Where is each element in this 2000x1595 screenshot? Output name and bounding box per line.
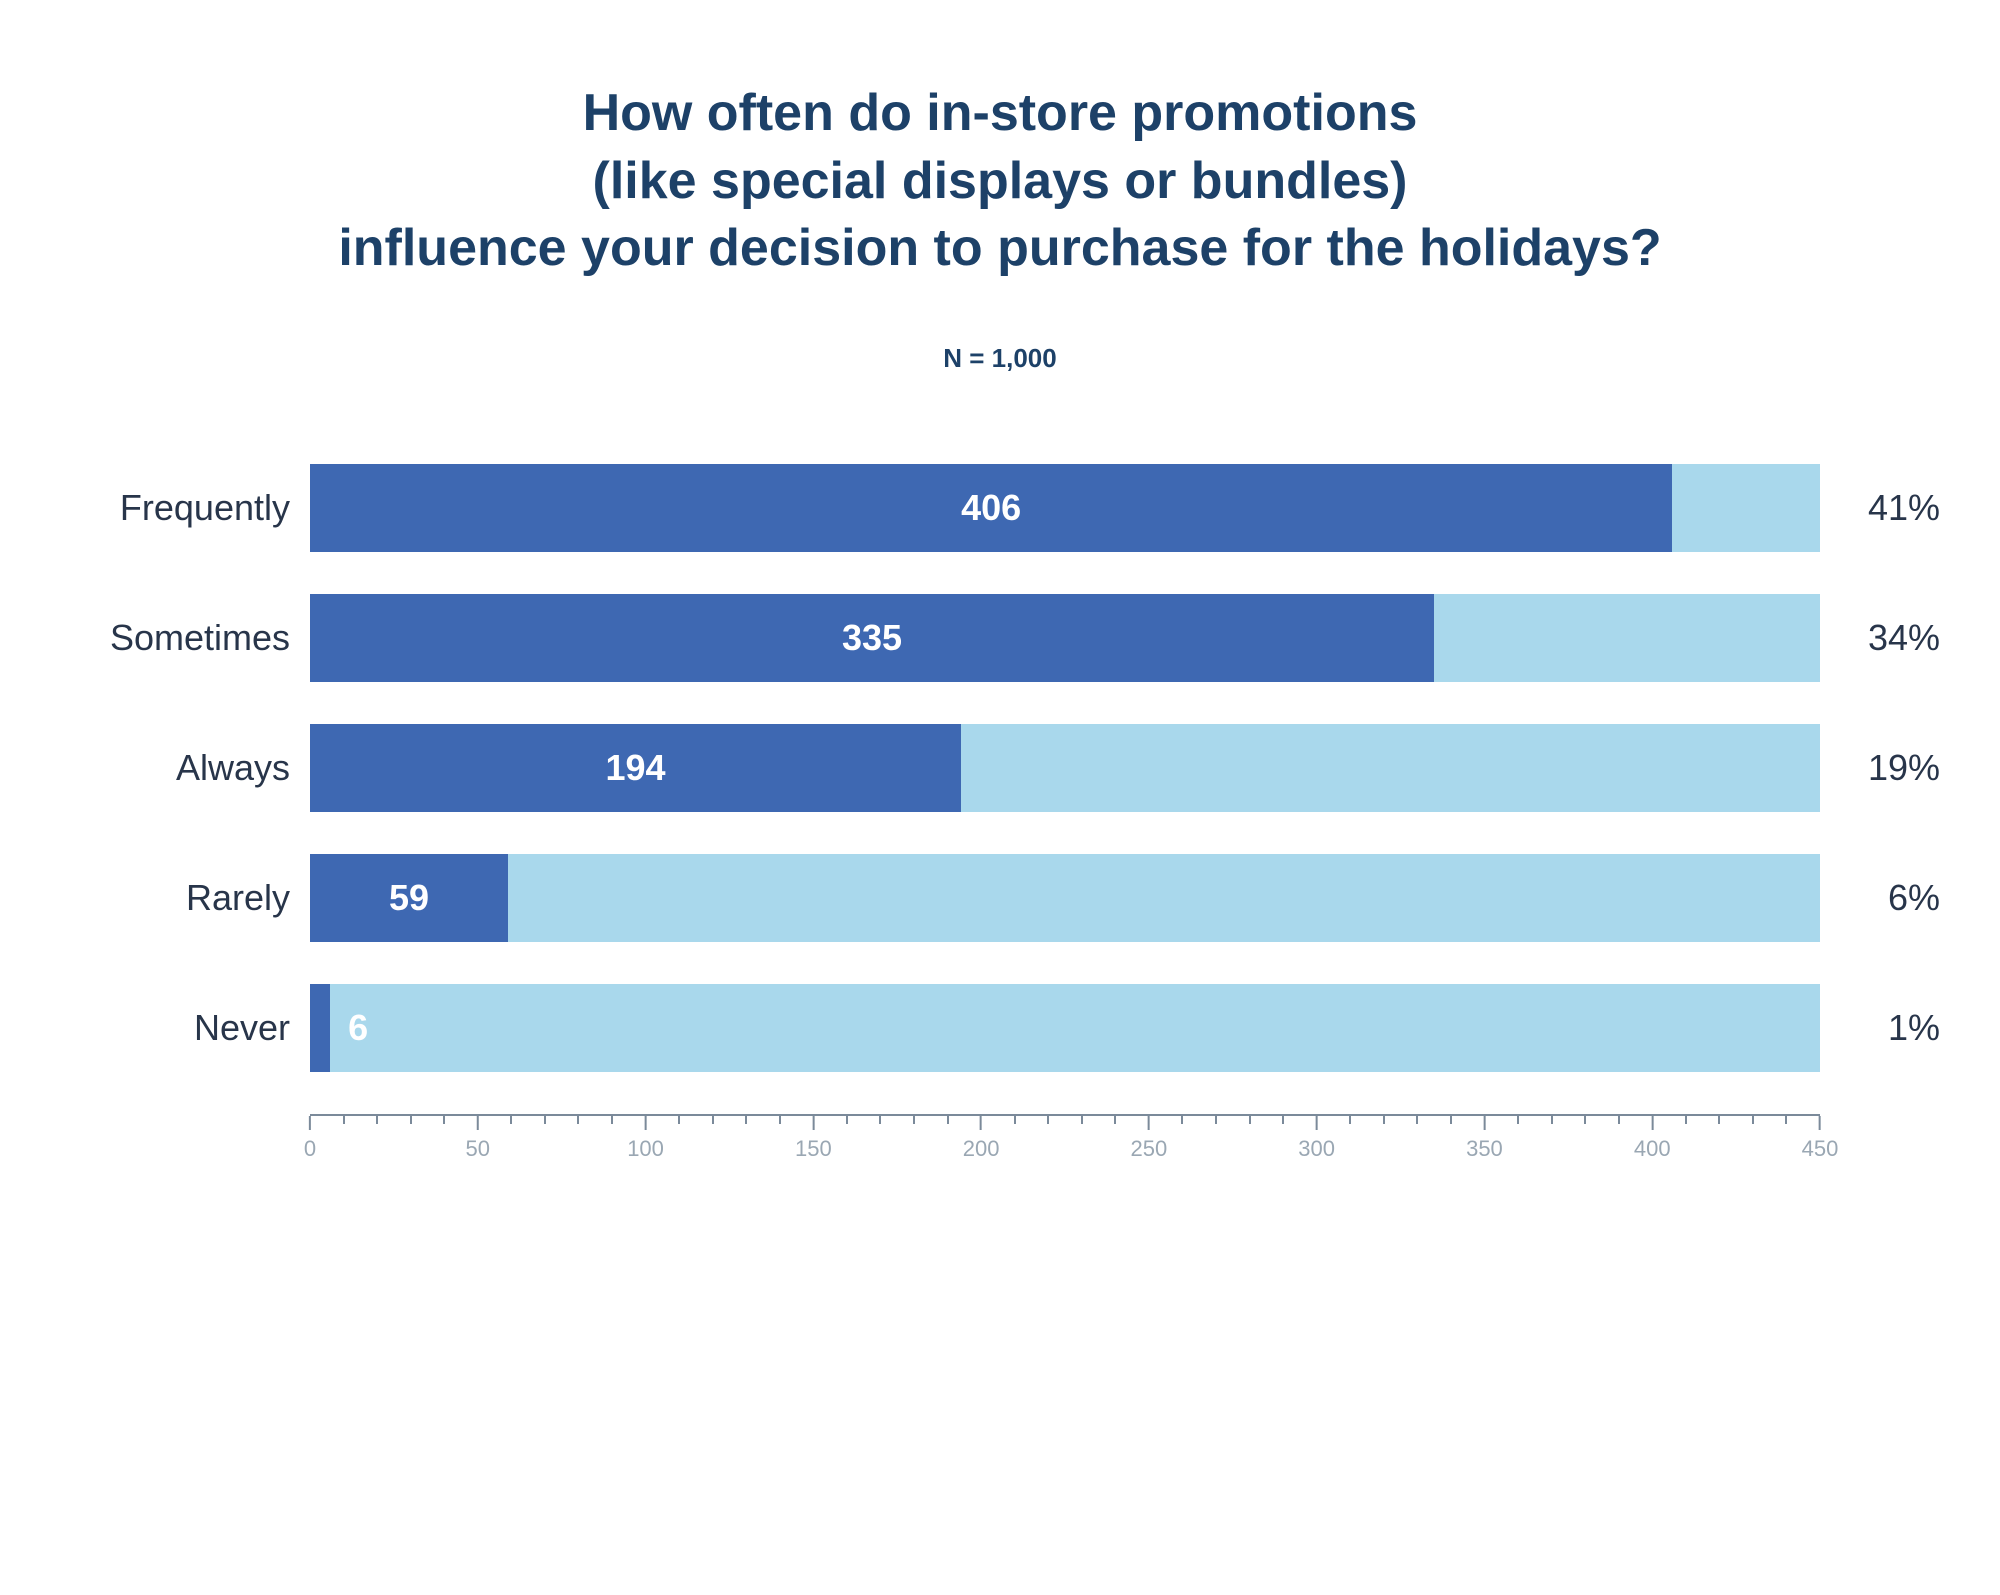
axis-minor-tick <box>712 1116 714 1124</box>
axis-minor-tick <box>1114 1116 1116 1124</box>
category-label: Frequently <box>60 487 290 529</box>
axis-tick-label: 150 <box>795 1136 832 1162</box>
axis-minor-tick <box>745 1116 747 1124</box>
axis-tick-label: 350 <box>1466 1136 1503 1162</box>
axis-tick: 300 <box>1298 1116 1335 1162</box>
axis-minor-tick <box>410 1116 412 1124</box>
axis-tick-label: 200 <box>963 1136 1000 1162</box>
bar-row: Sometimes33534% <box>310 594 1820 682</box>
axis-minor-tick <box>1517 1116 1519 1124</box>
bar-value-label: 59 <box>389 877 429 919</box>
axis-minor-tick <box>947 1116 949 1124</box>
axis-tick: 250 <box>1131 1116 1168 1162</box>
axis-minor-tick <box>510 1116 512 1124</box>
bar-track: 59 <box>310 854 1820 942</box>
axis-minor-tick <box>1685 1116 1687 1124</box>
axis-minor-tick <box>879 1116 881 1124</box>
axis-minor-tick <box>443 1116 445 1124</box>
axis-minor-tick <box>1014 1116 1016 1124</box>
axis-tick: 350 <box>1466 1116 1503 1162</box>
bar-fill <box>310 984 330 1072</box>
axis-minor-tick <box>779 1116 781 1124</box>
axis-minor-tick <box>1618 1116 1620 1124</box>
axis-minor-tick <box>1383 1116 1385 1124</box>
axis-minor-tick <box>1282 1116 1284 1124</box>
axis-tick: 0 <box>304 1116 316 1162</box>
percent-label: 41% <box>1840 487 1940 529</box>
bar-row: Always19419% <box>310 724 1820 812</box>
bar-track: 194 <box>310 724 1820 812</box>
axis-minor-tick <box>678 1116 680 1124</box>
percent-label: 6% <box>1840 877 1940 919</box>
axis-minor-tick <box>846 1116 848 1124</box>
axis-tick-label: 50 <box>466 1136 490 1162</box>
axis-minor-tick <box>376 1116 378 1124</box>
axis-minor-tick <box>1215 1116 1217 1124</box>
percent-label: 19% <box>1840 747 1940 789</box>
axis-tick: 200 <box>963 1116 1000 1162</box>
bar-track: 6 <box>310 984 1820 1072</box>
axis-tick-label: 250 <box>1131 1136 1168 1162</box>
bar-track: 406 <box>310 464 1820 552</box>
bar-row: Never61% <box>310 984 1820 1072</box>
bar-value-label: 335 <box>842 617 902 659</box>
axis-tick: 50 <box>466 1116 490 1162</box>
axis-tick-label: 400 <box>1634 1136 1671 1162</box>
axis-tick-label: 300 <box>1298 1136 1335 1162</box>
category-label: Rarely <box>60 877 290 919</box>
axis-minor-tick <box>1047 1116 1049 1124</box>
bar-value-label: 406 <box>961 487 1021 529</box>
axis-tick: 100 <box>627 1116 664 1162</box>
axis-minor-tick <box>1785 1116 1787 1124</box>
bar-value-label: 194 <box>605 747 665 789</box>
percent-label: 1% <box>1840 1007 1940 1049</box>
axis-tick-label: 450 <box>1802 1136 1839 1162</box>
axis-minor-tick <box>544 1116 546 1124</box>
axis-minor-tick <box>1584 1116 1586 1124</box>
axis-minor-tick <box>1181 1116 1183 1124</box>
axis-minor-tick <box>1752 1116 1754 1124</box>
axis-minor-tick <box>1551 1116 1553 1124</box>
percent-label: 34% <box>1840 617 1940 659</box>
axis-tick: 150 <box>795 1116 832 1162</box>
axis-minor-tick <box>343 1116 345 1124</box>
category-label: Never <box>60 1007 290 1049</box>
axis-minor-tick <box>1349 1116 1351 1124</box>
bar-chart: Frequently40641%Sometimes33534%Always194… <box>60 464 1940 1072</box>
bar-row: Frequently40641% <box>310 464 1820 552</box>
axis-minor-tick <box>1416 1116 1418 1124</box>
bar-track: 335 <box>310 594 1820 682</box>
axis-minor-tick <box>611 1116 613 1124</box>
category-label: Sometimes <box>60 617 290 659</box>
axis-minor-tick <box>1249 1116 1251 1124</box>
bar-value-label: 6 <box>348 1007 368 1049</box>
axis-tick-label: 0 <box>304 1136 316 1162</box>
bar-row: Rarely596% <box>310 854 1820 942</box>
axis-minor-tick <box>913 1116 915 1124</box>
axis-minor-tick <box>577 1116 579 1124</box>
axis-minor-tick <box>1081 1116 1083 1124</box>
bar-background <box>310 854 1820 942</box>
axis-tick-label: 100 <box>627 1136 664 1162</box>
axis-minor-tick <box>1450 1116 1452 1124</box>
bar-background <box>310 984 1820 1072</box>
chart-subtitle: N = 1,000 <box>60 343 1940 374</box>
chart-title: How often do in-store promotions(like sp… <box>60 80 1940 283</box>
axis-tick: 450 <box>1802 1116 1839 1162</box>
category-label: Always <box>60 747 290 789</box>
x-axis: 050100150200250300350400450 <box>310 1114 1820 1174</box>
axis-tick: 400 <box>1634 1116 1671 1162</box>
axis-minor-tick <box>1718 1116 1720 1124</box>
